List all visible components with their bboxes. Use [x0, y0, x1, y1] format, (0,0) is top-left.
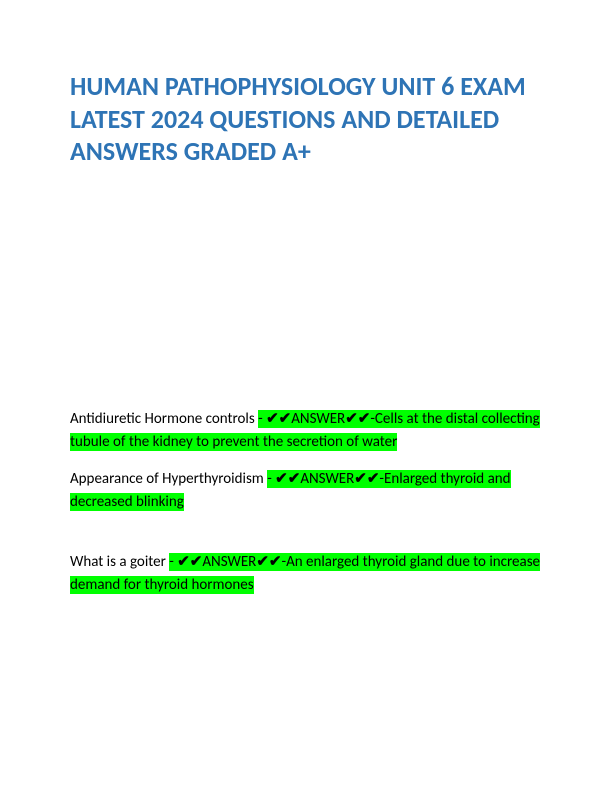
check-icon: ✔✔	[177, 553, 202, 571]
answer-dash: -	[258, 410, 266, 428]
question-text: Appearance of Hyperthyroidism	[70, 470, 267, 488]
answer-label: ANSWER	[291, 410, 345, 428]
check-icon: ✔✔	[345, 410, 370, 428]
check-icon: ✔✔	[266, 410, 291, 428]
check-icon: ✔✔	[275, 470, 300, 488]
question-text: What is a goiter	[70, 553, 169, 571]
answer-dash: -	[267, 470, 275, 488]
page-title: HUMAN PATHOPHYSIOLOGY UNIT 6 EXAM LATEST…	[70, 70, 542, 168]
check-icon: ✔✔	[354, 470, 379, 488]
answer-label: ANSWER	[300, 470, 354, 488]
qa-item: Antidiuretic Hormone controls - ✔✔ANSWER…	[70, 408, 542, 455]
answer-label: ANSWER	[202, 553, 256, 571]
qa-item: What is a goiter - ✔✔ANSWER✔✔-An enlarge…	[70, 551, 542, 598]
question-text: Antidiuretic Hormone controls	[70, 410, 258, 428]
qa-item: Appearance of Hyperthyroidism - ✔✔ANSWER…	[70, 468, 542, 515]
check-icon: ✔✔	[256, 553, 281, 571]
spacer	[70, 529, 542, 551]
